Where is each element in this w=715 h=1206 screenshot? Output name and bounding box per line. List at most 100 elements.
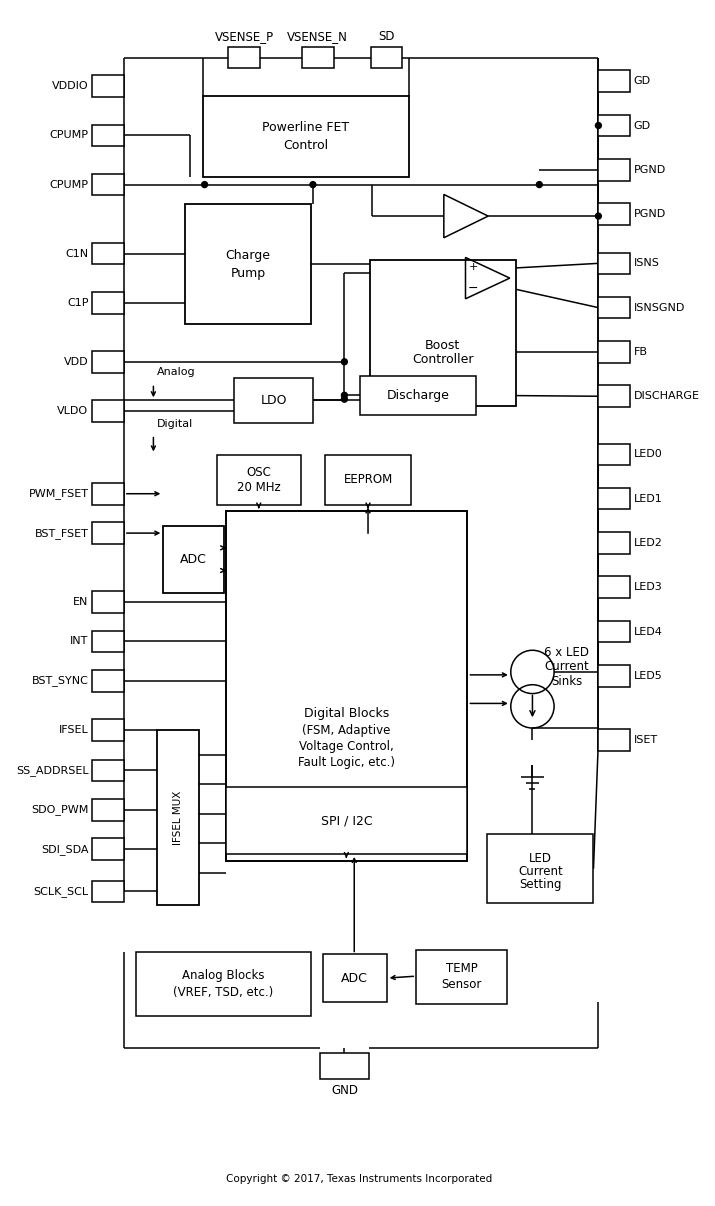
Text: SDI_SDA: SDI_SDA [41,844,89,855]
Text: EEPROM: EEPROM [343,474,393,486]
Text: SD: SD [378,30,395,43]
Bar [92,880,124,902]
Text: FB: FB [633,347,648,357]
Text: VSENSE_P: VSENSE_P [214,30,274,43]
Bar [598,665,630,686]
Text: Sensor: Sensor [441,978,482,990]
Text: VSENSE_N: VSENSE_N [287,30,348,43]
Text: ISNS: ISNS [633,258,660,269]
Text: PWM_FSET: PWM_FSET [29,488,89,499]
Text: (VREF, TSD, etc.): (VREF, TSD, etc.) [173,987,273,1000]
Text: BST_FSET: BST_FSET [34,528,89,539]
Text: LED1: LED1 [633,493,663,504]
Text: ADC: ADC [180,554,207,566]
Bar [228,47,260,69]
Circle shape [342,359,347,364]
Text: LED0: LED0 [633,450,663,459]
Bar [136,953,311,1017]
Text: SCLK_SCL: SCLK_SCL [34,886,89,897]
Bar [92,482,124,504]
Bar [360,375,476,415]
Text: LED2: LED2 [633,538,663,548]
Bar [92,522,124,544]
Bar [92,174,124,195]
Text: LDO: LDO [260,393,287,406]
Text: Sinks: Sinks [551,675,583,689]
Bar [202,96,410,177]
Text: BST_SYNC: BST_SYNC [31,675,89,686]
Bar [598,70,630,92]
Bar [598,115,630,136]
Circle shape [342,397,347,402]
Text: PGND: PGND [633,209,666,219]
Bar [302,47,334,69]
Text: Current: Current [518,865,563,878]
Text: CPUMP: CPUMP [49,180,89,189]
Bar [487,835,593,903]
Text: C1N: C1N [65,248,89,258]
Text: IFSEL MUX: IFSEL MUX [173,790,183,845]
Bar [370,260,516,406]
Text: SPI / I2C: SPI / I2C [320,814,373,827]
Bar [416,949,507,1003]
Bar [92,671,124,691]
Bar [598,576,630,598]
Bar [92,75,124,96]
Text: VDDIO: VDDIO [51,81,89,92]
Text: GD: GD [633,121,651,130]
Bar [598,621,630,643]
Bar [598,252,630,274]
Text: LED: LED [529,853,552,866]
Text: Voltage Control,: Voltage Control, [299,740,394,754]
Bar [598,159,630,181]
Bar [92,242,124,264]
Text: SDO_PWM: SDO_PWM [31,804,89,815]
Bar [598,386,630,408]
Text: INT: INT [70,637,89,646]
Bar [598,487,630,509]
Text: TEMP: TEMP [445,961,478,974]
Bar [92,124,124,146]
Bar [217,456,301,504]
Text: Pump: Pump [230,267,265,280]
Text: (FSM, Adaptive: (FSM, Adaptive [302,725,390,738]
Text: CPUMP: CPUMP [49,130,89,140]
Bar [157,730,199,906]
Text: Control: Control [283,139,329,152]
Text: 20 MHz: 20 MHz [237,481,280,494]
Text: Controller: Controller [412,353,473,367]
Bar [598,341,630,363]
Circle shape [536,182,542,188]
Text: +: + [468,262,478,273]
Bar [92,292,124,314]
Text: Setting: Setting [519,878,561,891]
Text: Charge: Charge [225,248,270,262]
Bar [598,728,630,750]
Text: ADC: ADC [341,972,368,984]
Bar [371,47,403,69]
Bar [92,760,124,781]
Circle shape [310,182,316,188]
Text: Copyright © 2017, Texas Instruments Incorporated: Copyright © 2017, Texas Instruments Inco… [226,1173,493,1184]
Bar [92,798,124,820]
Bar [234,377,313,423]
Bar [598,444,630,466]
Bar [598,532,630,554]
Text: ISET: ISET [633,734,658,745]
Text: Boost: Boost [425,339,460,352]
Text: Powerline FET: Powerline FET [262,121,350,134]
Text: LED3: LED3 [633,582,663,592]
Text: VDD: VDD [64,357,89,367]
Text: Discharge: Discharge [387,388,450,402]
Text: Digital: Digital [157,418,194,429]
Text: LED4: LED4 [633,627,663,637]
Text: GND: GND [331,1084,358,1096]
Bar [163,526,225,593]
Circle shape [342,392,347,398]
Circle shape [596,123,601,129]
Text: Current: Current [545,661,589,673]
Text: OSC: OSC [246,466,271,479]
Bar [226,788,468,854]
Text: Digital Blocks: Digital Blocks [304,707,389,720]
Circle shape [202,182,207,188]
